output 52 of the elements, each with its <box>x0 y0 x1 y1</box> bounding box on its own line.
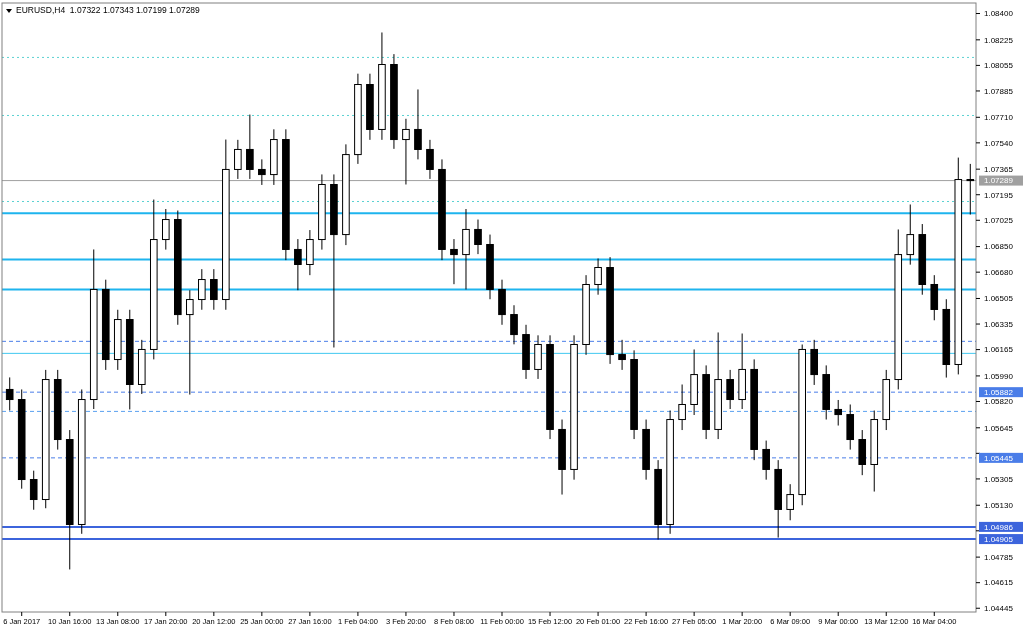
y-tick-label: 1.07540 <box>984 138 1014 148</box>
y-tick-label: 1.04785 <box>984 552 1014 562</box>
candlestick <box>678 383 686 431</box>
ref-line-label: 1.05882 <box>984 387 1014 397</box>
candlestick <box>474 219 482 255</box>
y-tick-label: 1.05645 <box>984 423 1014 433</box>
y-tick-label: 1.07025 <box>984 216 1014 226</box>
y-tick-label: 1.05305 <box>984 474 1014 484</box>
y-tick-label: 1.04615 <box>984 578 1014 588</box>
candlestick <box>294 238 302 291</box>
candlestick <box>594 257 602 296</box>
y-tick-label: 1.07710 <box>984 113 1014 123</box>
y-tick-label: 1.07365 <box>984 164 1014 174</box>
candlestick <box>762 440 770 481</box>
candlestick <box>618 339 626 371</box>
y-tick-label: 1.08055 <box>984 61 1014 71</box>
ref-line-label: 1.07289 <box>984 176 1014 186</box>
candlestick <box>210 268 218 311</box>
ref-line-label: 1.04986 <box>984 522 1014 532</box>
y-tick-label: 1.06680 <box>984 267 1014 277</box>
candlestick <box>246 114 254 180</box>
candlestick <box>414 88 422 160</box>
ref-line-label: 1.05445 <box>984 453 1014 463</box>
candlestick <box>426 139 434 180</box>
candlestick <box>5 376 14 411</box>
candlestick <box>726 369 734 410</box>
candlestick <box>162 208 170 251</box>
candlestick <box>450 238 458 285</box>
candlestick <box>258 158 266 186</box>
candlestick <box>402 118 410 185</box>
y-tick-label: 1.05820 <box>984 397 1014 407</box>
candlestick <box>510 304 518 345</box>
y-tick-label: 1.06505 <box>984 294 1014 304</box>
candlestick <box>186 289 194 396</box>
y-tick-label: 1.08400 <box>984 9 1014 19</box>
y-tick-label: 1.07885 <box>984 86 1014 96</box>
chart-title: EURUSD,H4 1.07322 1.07343 1.07199 1.07289 <box>16 5 201 15</box>
candlestick <box>786 483 794 521</box>
candlestick <box>198 268 206 311</box>
candlestick <box>234 139 242 180</box>
ref-line-label: 1.04905 <box>984 534 1014 544</box>
candlestick <box>906 204 915 266</box>
y-tick-label: 1.08225 <box>984 35 1014 45</box>
y-tick-label: 1.07195 <box>984 190 1014 200</box>
y-tick-label: 1.06165 <box>984 345 1014 355</box>
candlestick <box>29 470 38 511</box>
y-tick-label: 1.04445 <box>984 604 1014 614</box>
y-tick-label: 1.05990 <box>984 371 1014 381</box>
candlestick <box>834 399 843 427</box>
y-tick-label: 1.06850 <box>984 242 1014 252</box>
y-tick-label: 1.05130 <box>984 501 1014 511</box>
y-tick-label: 1.06335 <box>984 319 1014 329</box>
